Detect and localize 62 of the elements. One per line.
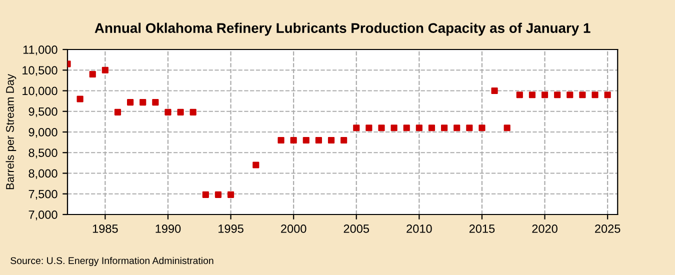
point [579,92,586,98]
point [278,136,284,144]
point [190,108,196,116]
y-tick-label: 7,000 [28,210,58,220]
point [403,124,410,132]
x-tick-label: 2005 [344,224,370,233]
point [127,99,134,106]
y-tick-label: 8,000 [28,169,58,180]
point [227,191,234,198]
point [302,136,310,144]
point [76,96,84,102]
point [478,124,486,132]
source-note: Source: U.S. Energy Information Administration [10,256,214,266]
y-tick-label: 11,000 [23,46,58,56]
point [466,124,473,132]
point [164,108,172,116]
y-tick-label: 9,000 [28,128,58,138]
point [541,92,548,98]
y-tick-label: 10,000 [22,86,58,97]
point [516,92,523,98]
x-tick-label: 2000 [281,224,306,233]
point [340,136,348,144]
point [366,124,372,132]
x-tick-label: 1990 [156,224,181,233]
x-tick-label: 2020 [532,224,558,233]
x-tick-label: 2010 [406,224,432,233]
point [353,124,360,132]
point [416,124,422,132]
point [328,136,335,144]
point [252,162,260,168]
point [290,136,297,144]
y-tick-label: 7,500 [28,190,58,200]
y-tick-label: 9,500 [28,107,58,118]
point [89,70,96,78]
point [441,124,448,132]
point [140,99,146,106]
x-tick-label: 1995 [218,224,244,233]
y-tick-label: 8,500 [28,148,58,158]
point [315,136,322,144]
point [102,66,108,74]
chart-title: Annual Oklahoma Refinery Lubricants Production Capacity as of January 1 [94,22,590,36]
y-axis-title: Barrels per Stream Day [6,74,16,190]
point [592,92,598,98]
point [504,124,510,132]
point [214,191,222,198]
point [454,124,460,132]
point [202,191,209,198]
point [390,124,398,132]
point [114,108,122,116]
point [604,92,611,98]
point [528,92,536,98]
point [428,124,436,132]
point [378,124,385,132]
point [152,99,159,106]
y-tick-label: 10,500 [22,66,58,76]
point [554,92,561,98]
x-tick-label: 2015 [469,224,495,233]
x-tick-label: 1985 [92,224,118,233]
point [491,87,498,94]
point [566,92,574,98]
x-tick-label: 2025 [595,224,620,233]
point [177,108,184,116]
